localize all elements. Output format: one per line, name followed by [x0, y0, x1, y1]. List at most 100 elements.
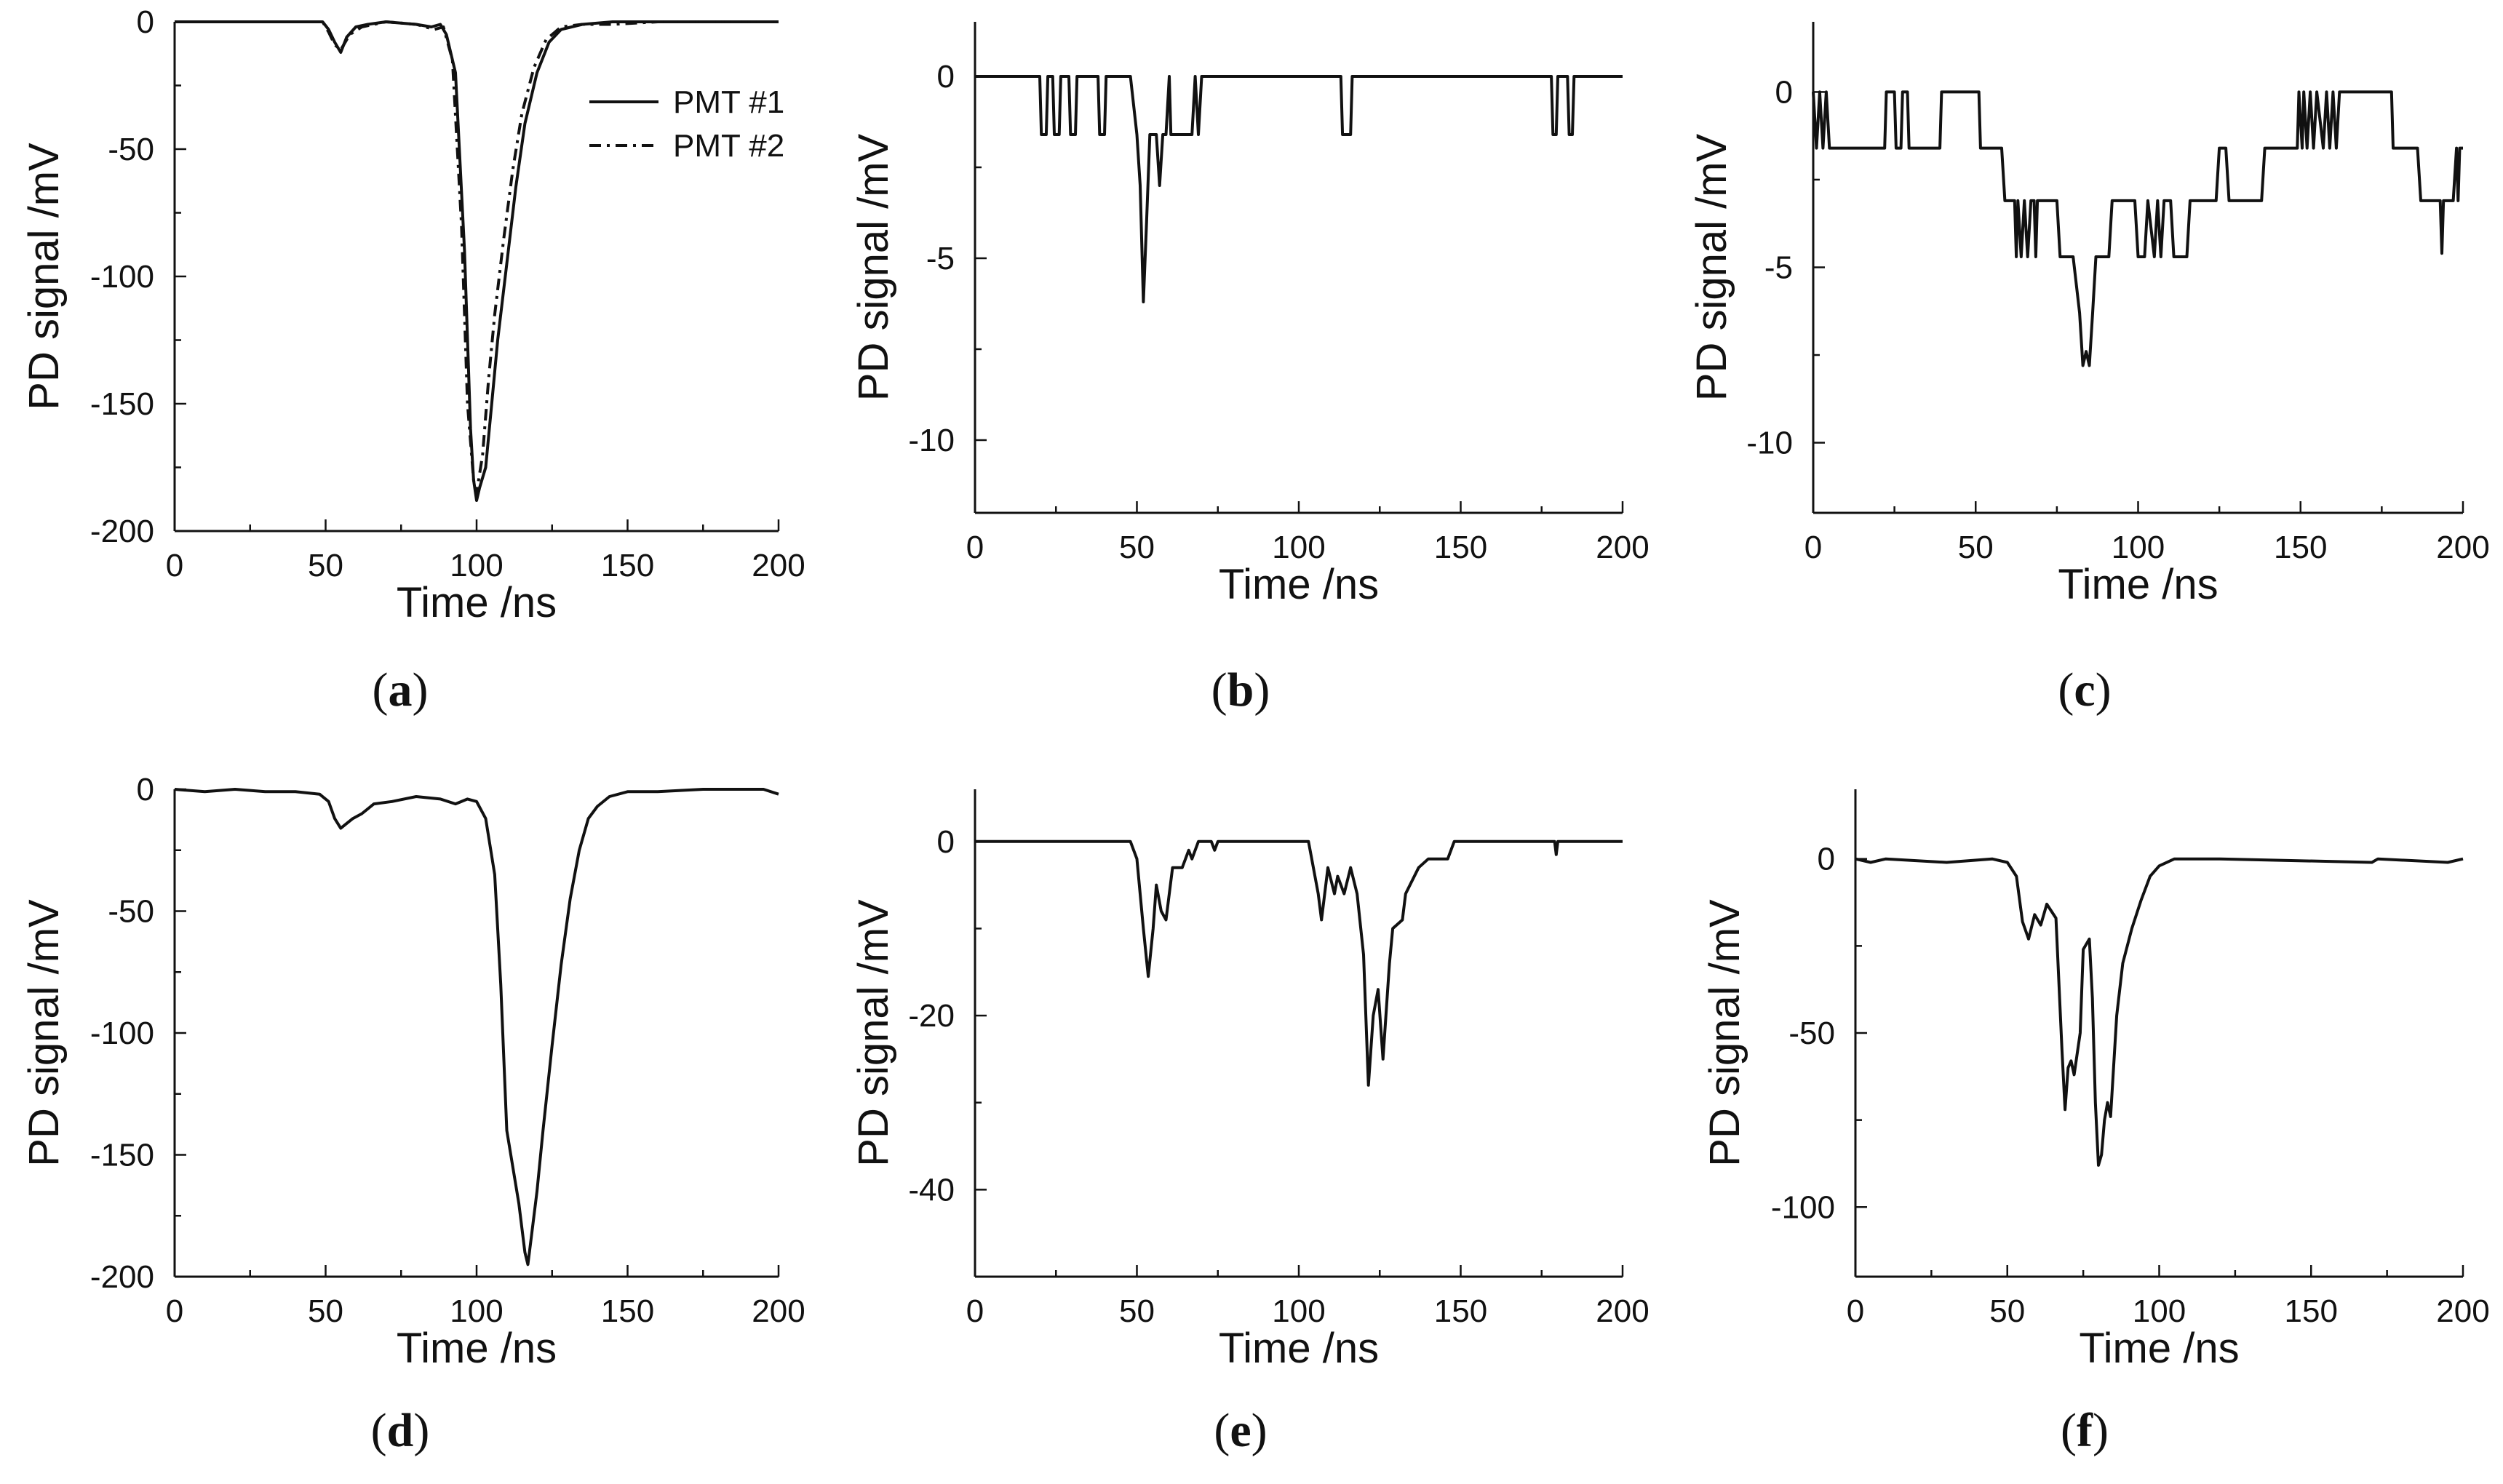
x-tick-label: 200	[752, 548, 805, 583]
chart-panel-e: 0 50 100 150 200 0 -20 -40 Time /ns PD signal /mV…	[850, 789, 1650, 1457]
y-tick-label: -50	[108, 132, 154, 167]
y-axis-label: PD signal /mV	[20, 899, 68, 1167]
y-tick-label: 0	[137, 4, 154, 40]
x-tick-label: 50	[1989, 1293, 2025, 1329]
panel-label-close: )	[2093, 1404, 2109, 1457]
chart-panel-b: 0 50 100 150 200 0 -5 -10 Time /ns PD signal /mV (…	[850, 22, 1650, 717]
x-tick-label: 100	[1272, 1293, 1325, 1329]
y-tick-label: 0	[137, 772, 154, 807]
legend-entry: PMT #2	[673, 128, 784, 164]
y-tick-label: -10	[1746, 426, 1793, 461]
panel-label-open: (	[2058, 663, 2074, 717]
y-tick-label: -150	[90, 386, 154, 422]
series-line-signal	[975, 839, 1623, 1087]
x-tick-label: 0	[966, 530, 984, 565]
x-tick-label: 50	[308, 548, 343, 583]
x-axis-label: Time /ns	[397, 1325, 557, 1372]
x-axis-label: Time /ns	[1219, 561, 1379, 608]
x-tick-label: 0	[166, 548, 183, 583]
y-axis-label: PD signal /mV	[20, 143, 68, 410]
x-tick-label: 150	[1434, 530, 1487, 565]
x-axis-label: Time /ns	[1219, 1325, 1379, 1372]
chart-panel-d: 0 50 100 150 200 0 -50 -100 -150 -200 Time /ns PD s…	[20, 772, 805, 1457]
panel-label-d: (d)	[371, 1404, 430, 1457]
panel-label-open: (	[371, 1404, 387, 1457]
panel-label-letter: d	[387, 1404, 414, 1457]
legend-entry: PMT #1	[673, 84, 784, 120]
panel-label-close: )	[413, 663, 429, 717]
y-tick-label: -50	[108, 894, 154, 930]
y-axis-label: PD signal /mV	[850, 899, 897, 1167]
panel-label-c: (c)	[2058, 663, 2111, 717]
series-line-signal	[1812, 90, 2463, 367]
panel-label-close: )	[2096, 663, 2112, 717]
panel-label-a: (a)	[373, 663, 429, 717]
panel-label-letter: f	[2077, 1404, 2093, 1457]
y-axis-label: PD signal /mV	[850, 133, 897, 401]
panel-label-close: )	[413, 1404, 429, 1457]
y-tick-label: 0	[937, 824, 955, 860]
x-tick-label: 100	[2112, 530, 2165, 565]
panel-label-open: (	[1214, 1404, 1230, 1457]
x-tick-label: 100	[1272, 530, 1325, 565]
x-tick-label: 200	[752, 1293, 805, 1329]
y-tick-label: 0	[1818, 842, 1835, 877]
panel-label-letter: a	[389, 663, 413, 717]
y-tick-label: -150	[90, 1138, 154, 1173]
panel-label-open: (	[2061, 1404, 2077, 1457]
x-tick-label: 150	[2274, 530, 2327, 565]
panel-label-b: (b)	[1211, 663, 1270, 717]
x-axis-label: Time /ns	[397, 579, 557, 626]
y-tick-label: -200	[90, 514, 154, 549]
y-tick-label: -5	[926, 241, 955, 276]
chart-panel-c: 0 50 100 150 200 0 -5 -10 Time /ns PD signal /mV (…	[1688, 22, 2490, 717]
x-tick-label: 0	[966, 1293, 984, 1329]
x-tick-label: 200	[2436, 1293, 2489, 1329]
panel-label-letter: c	[2074, 663, 2095, 717]
series-line-signal	[174, 788, 779, 1266]
x-tick-label: 50	[308, 1293, 343, 1329]
panel-label-open: (	[1211, 663, 1227, 717]
panel-label-close: )	[1254, 663, 1270, 717]
x-tick-label: 50	[1958, 530, 1994, 565]
x-tick-label: 150	[601, 1293, 654, 1329]
y-tick-label: -5	[1764, 250, 1793, 286]
x-tick-label: 100	[2133, 1293, 2186, 1329]
x-tick-label: 200	[1596, 1293, 1649, 1329]
y-tick-label: 0	[1775, 74, 1793, 110]
x-tick-label: 150	[2285, 1293, 2338, 1329]
x-tick-label: 200	[1596, 530, 1649, 565]
y-tick-label: -100	[90, 1016, 154, 1051]
x-tick-label: 0	[1847, 1293, 1864, 1329]
y-axis-label: PD signal /mV	[1688, 133, 1735, 401]
x-tick-label: 50	[1119, 530, 1155, 565]
y-tick-label: -100	[1771, 1189, 1835, 1225]
x-tick-label: 0	[1804, 530, 1822, 565]
x-tick-label: 100	[450, 1293, 503, 1329]
series-line-signal	[975, 75, 1623, 303]
panel-label-close: )	[1252, 1404, 1268, 1457]
y-tick-label: -20	[908, 998, 955, 1034]
x-tick-label: 150	[1434, 1293, 1487, 1329]
chart-panel-f: 0 50 100 150 200 0 -50 -100 Time /ns PD signal /m…	[1701, 789, 2490, 1457]
y-tick-label: 0	[937, 59, 955, 95]
y-tick-label: -50	[1788, 1016, 1835, 1051]
x-tick-label: 50	[1119, 1293, 1155, 1329]
panel-label-f: (f)	[2061, 1404, 2109, 1457]
panel-label-letter: e	[1230, 1404, 1251, 1457]
chart-panel-a: 0 50 100 150 200 0 -50 -100 -150 -200 Time /ns PD s…	[20, 4, 805, 717]
y-tick-label: -40	[908, 1172, 955, 1208]
y-tick-label: -100	[90, 259, 154, 295]
x-axis-label: Time /ns	[2079, 1325, 2239, 1372]
panel-label-open: (	[373, 663, 389, 717]
series-line-signal	[1855, 857, 2464, 1167]
panel-label-letter: b	[1227, 663, 1254, 717]
x-tick-label: 150	[601, 548, 654, 583]
series-line-pmt-2	[175, 20, 779, 495]
y-tick-label: -10	[908, 423, 955, 458]
x-tick-label: 0	[166, 1293, 183, 1329]
x-tick-label: 200	[2436, 530, 2489, 565]
x-axis-label: Time /ns	[2058, 561, 2218, 608]
x-tick-label: 100	[450, 548, 503, 583]
